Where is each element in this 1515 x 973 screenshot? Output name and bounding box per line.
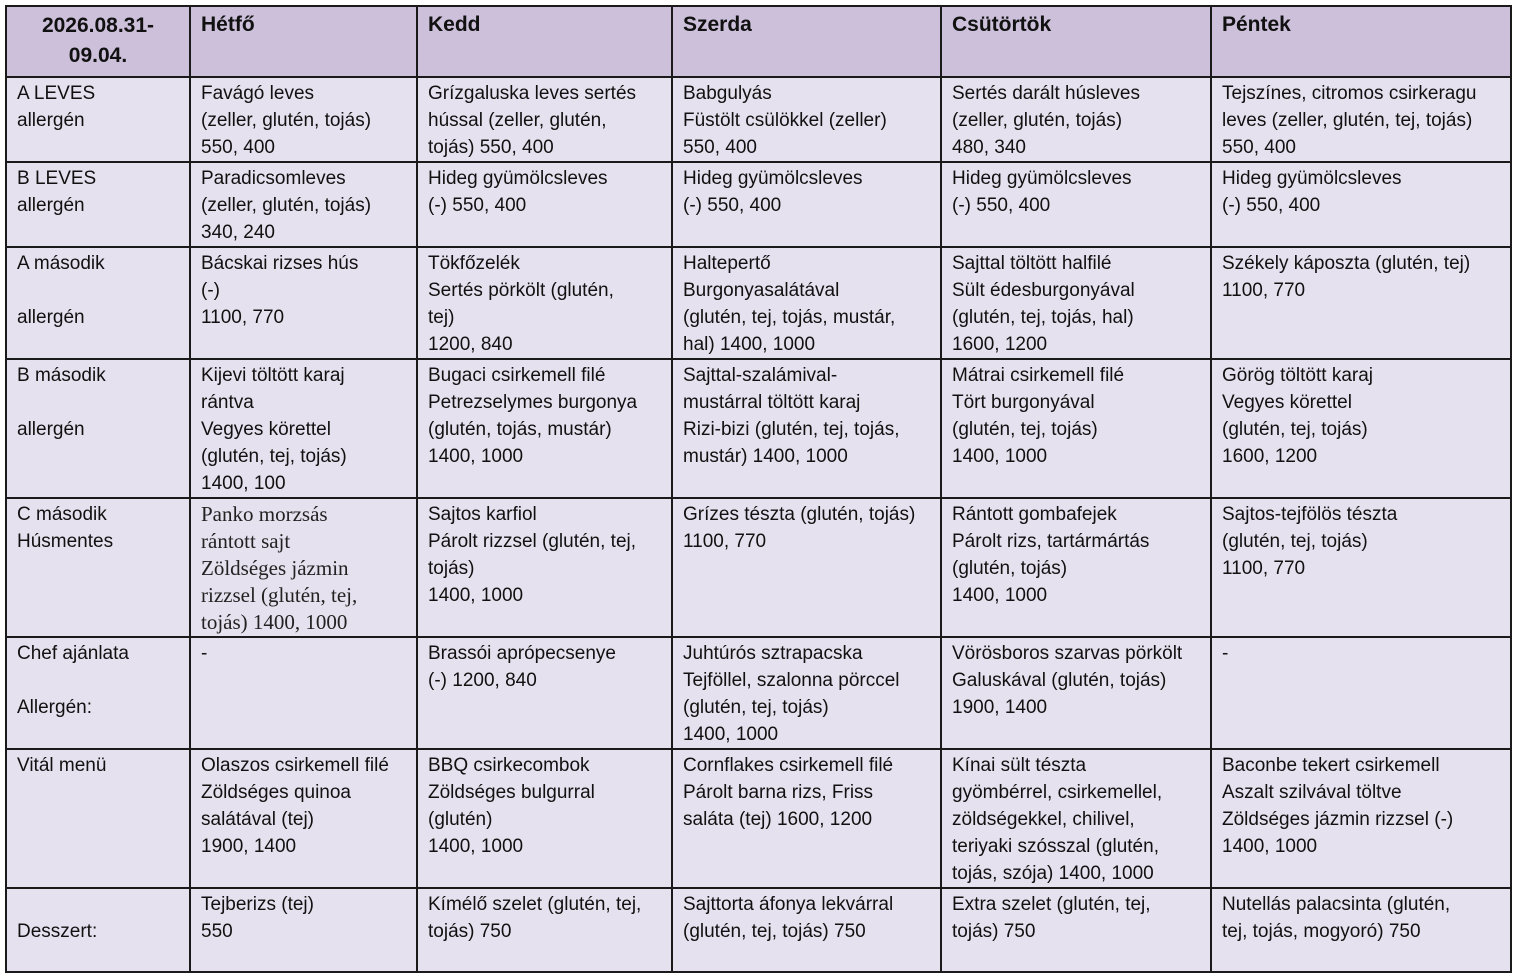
menu-cell: Sertés darált húsleves (zeller, glutén, … — [940, 76, 1212, 163]
menu-cell: Rántott gombafejek Párolt rizs, tartármá… — [940, 497, 1212, 638]
menu-cell: Brassói aprópecsenye (-) 1200, 840 — [416, 636, 673, 750]
menu-cell: Mátrai csirkemell filé Tört burgonyával … — [940, 358, 1212, 499]
menu-row-b-leves: B LEVES allergén Paradicsomleves (zeller… — [5, 161, 1512, 248]
day-header-monday: Hétfő — [189, 5, 418, 78]
menu-cell: Nutellás palacsinta (glutén, tej, tojás,… — [1210, 887, 1512, 973]
menu-cell: Sajtos-tejfölös tészta (glutén, tej, toj… — [1210, 497, 1512, 638]
menu-cell: Tejberizs (tej) 550 — [189, 887, 418, 973]
header-row: 2026.08.31- 09.04. Hétfő Kedd Szerda Csü… — [5, 5, 1512, 78]
row-label: A második allergén — [5, 246, 191, 360]
menu-row-b-masodik: B második allergén Kijevi töltött karaj … — [5, 358, 1512, 499]
menu-row-a-leves: A LEVES allergén Favágó leves (zeller, g… — [5, 76, 1512, 163]
weekly-menu-table: 2026.08.31- 09.04. Hétfő Kedd Szerda Csü… — [5, 5, 1512, 973]
row-label: B második allergén — [5, 358, 191, 499]
menu-row-chef-ajanlata: Chef ajánlata Allergén: - Brassói aprópe… — [5, 636, 1512, 750]
menu-cell: Grízgaluska leves sertés hússal (zeller,… — [416, 76, 673, 163]
day-header-friday: Péntek — [1210, 5, 1512, 78]
date-range: 2026.08.31- 09.04. — [5, 5, 191, 78]
row-label: Desszert: — [5, 887, 191, 973]
day-header-tuesday: Kedd — [416, 5, 673, 78]
menu-cell: Görög töltött karaj Vegyes körettel (glu… — [1210, 358, 1512, 499]
row-label: B LEVES allergén — [5, 161, 191, 248]
row-label: C második Húsmentes — [5, 497, 191, 638]
menu-cell: Juhtúrós sztrapacska Tejföllel, szalonna… — [671, 636, 942, 750]
menu-cell: BBQ csirkecombok Zöldséges bulgurral (gl… — [416, 748, 673, 889]
menu-cell: Kijevi töltött karaj rántva Vegyes köret… — [189, 358, 418, 499]
menu-cell: Tökfőzelék Sertés pörkölt (glutén, tej) … — [416, 246, 673, 360]
row-label: A LEVES allergén — [5, 76, 191, 163]
row-label: Vitál menü — [5, 748, 191, 889]
menu-cell: - — [1210, 636, 1512, 750]
menu-row-vital-menu: Vitál menü Olaszos csirkemell filé Zölds… — [5, 748, 1512, 889]
menu-cell: Panko morzsás rántott sajt Zöldséges jáz… — [189, 497, 418, 638]
menu-cell: Székely káposzta (glutén, tej) 1100, 770 — [1210, 246, 1512, 360]
menu-cell: Bugaci csirkemell filé Petrezselymes bur… — [416, 358, 673, 499]
menu-cell: Sajttorta áfonya lekvárral (glutén, tej,… — [671, 887, 942, 973]
day-header-thursday: Csütörtök — [940, 5, 1212, 78]
menu-cell: Tejszínes, citromos csirkeragu leves (ze… — [1210, 76, 1512, 163]
row-label: Chef ajánlata Allergén: — [5, 636, 191, 750]
menu-cell: Paradicsomleves (zeller, glutén, tojás) … — [189, 161, 418, 248]
menu-cell: Vörösboros szarvas pörkölt Galuskával (g… — [940, 636, 1212, 750]
menu-row-desszert: Desszert: Tejberizs (tej) 550 Kímélő sze… — [5, 887, 1512, 973]
menu-cell: Kínai sült tészta gyömbérrel, csirkemell… — [940, 748, 1212, 889]
menu-cell: Grízes tészta (glutén, tojás) 1100, 770 — [671, 497, 942, 638]
menu-cell: Hideg gyümölcsleves (-) 550, 400 — [671, 161, 942, 248]
menu-cell: Cornflakes csirkemell filé Párolt barna … — [671, 748, 942, 889]
menu-cell: Favágó leves (zeller, glutén, tojás) 550… — [189, 76, 418, 163]
menu-cell: Sajttal-szalámival- mustárral töltött ka… — [671, 358, 942, 499]
day-header-wednesday: Szerda — [671, 5, 942, 78]
menu-row-c-masodik: C második Húsmentes Panko morzsás rántot… — [5, 497, 1512, 638]
menu-row-a-masodik: A második allergén Bácskai rizses hús (-… — [5, 246, 1512, 360]
menu-cell: Baconbe tekert csirkemell Aszalt szilváv… — [1210, 748, 1512, 889]
menu-cell: Babgulyás Füstölt csülökkel (zeller) 550… — [671, 76, 942, 163]
menu-cell: Sajtos karfiol Párolt rizzsel (glutén, t… — [416, 497, 673, 638]
menu-cell: Haltepertő Burgonyasalátával (glutén, te… — [671, 246, 942, 360]
menu-cell: - — [189, 636, 418, 750]
menu-cell: Extra szelet (glutén, tej, tojás) 750 — [940, 887, 1212, 973]
menu-cell: Bácskai rizses hús (-) 1100, 770 — [189, 246, 418, 360]
menu-cell: Kímélő szelet (glutén, tej, tojás) 750 — [416, 887, 673, 973]
menu-cell: Hideg gyümölcsleves (-) 550, 400 — [416, 161, 673, 248]
menu-cell: Sajttal töltött halfilé Sült édesburgony… — [940, 246, 1212, 360]
menu-cell: Hideg gyümölcsleves (-) 550, 400 — [940, 161, 1212, 248]
menu-cell: Olaszos csirkemell filé Zöldséges quinoa… — [189, 748, 418, 889]
menu-cell: Hideg gyümölcsleves (-) 550, 400 — [1210, 161, 1512, 248]
